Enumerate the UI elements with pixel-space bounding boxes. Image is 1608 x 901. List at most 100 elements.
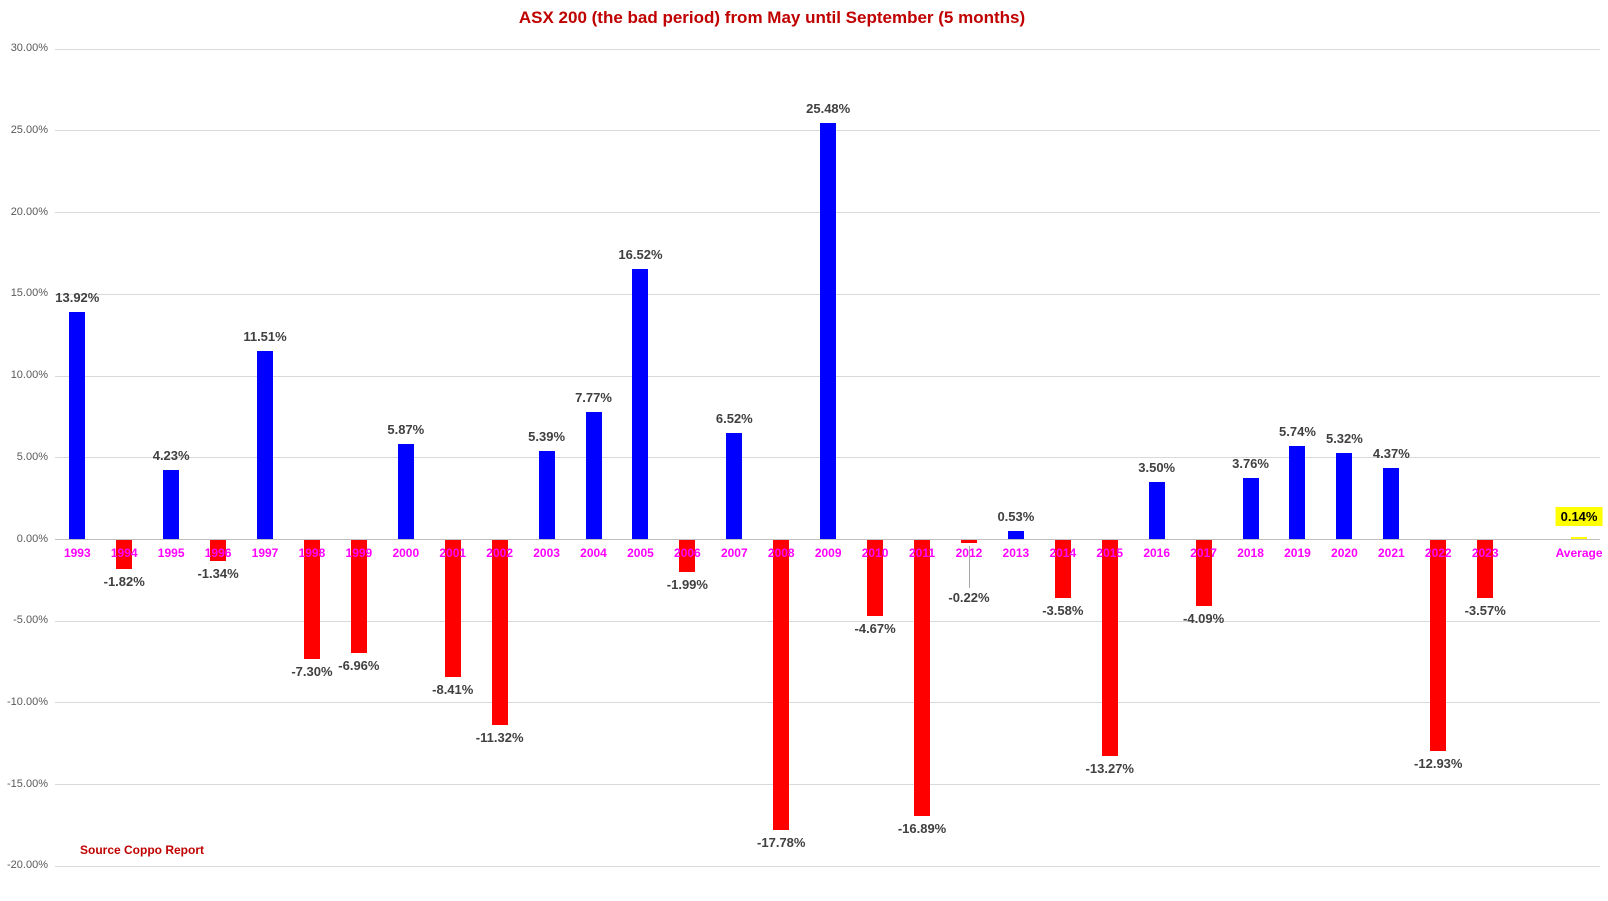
x-axis-label-2003: 2003 [533,545,560,560]
x-axis-label-2020: 2020 [1331,545,1358,560]
x-axis-label-2012: 2012 [955,545,983,560]
x-axis-label-1993: 1993 [63,545,91,560]
x-axis-label-2000: 2000 [392,545,420,560]
bar-2020 [1336,452,1353,540]
gridline [55,865,1600,867]
x-axis-label-1997: 1997 [251,545,279,560]
x-axis-label-2018: 2018 [1237,545,1264,560]
x-axis-label-2021: 2021 [1377,545,1405,560]
x-axis-label-2001: 2001 [439,545,467,560]
value-label-1999: -6.96% [338,658,380,674]
value-label-2008: -17.78% [757,835,806,851]
y-axis-tick-label: -5.00% [13,614,48,627]
value-label-2012: -0.22% [948,589,990,605]
y-axis-tick-label: -20.00% [7,859,48,872]
zero-gridline [55,539,1600,540]
value-label-1993: 13.92% [55,289,100,305]
x-axis-label-2014: 2014 [1049,545,1077,560]
value-label-2022: -12.93% [1414,755,1463,771]
bar-2009 [820,122,837,540]
bar-1993 [69,311,86,540]
bar-1994 [116,539,133,570]
value-label-2013: 0.53% [997,508,1035,524]
value-label-1994: -1.82% [103,574,145,590]
x-axis-label-2008: 2008 [767,545,795,560]
value-label-2009: 25.48% [806,100,851,116]
x-axis-label-1996: 1996 [204,545,232,560]
bar-1997 [257,351,274,540]
x-axis-label-2009: 2009 [814,545,842,560]
bar-2005 [632,269,649,540]
bar-1999 [350,539,367,654]
value-label-2003: 5.39% [528,429,566,445]
x-axis-label-2010: 2010 [861,545,889,560]
bar-1995 [163,470,180,540]
value-label-2004: 7.77% [575,390,612,406]
value-label-2016: 3.50% [1138,460,1176,476]
bar-2012 [960,539,977,544]
y-axis-tick-label: -10.00% [7,695,48,708]
bar-2008 [773,539,790,831]
y-axis-tick-label: 10.00% [10,369,48,382]
gridline [55,784,1600,786]
chart-title: ASX 200 (the bad period) from May until … [518,8,1026,27]
bar-2022 [1430,539,1447,751]
x-axis-label-2011: 2011 [909,545,936,560]
x-axis-label-2002: 2002 [486,545,514,560]
bar-2000 [397,443,414,540]
value-label-2005: 16.52% [618,247,663,263]
bar-2018 [1242,478,1259,540]
bar-2002 [491,539,508,725]
value-label-2001: -8.41% [432,681,474,697]
x-axis-label-2016: 2016 [1143,545,1171,560]
value-label-2015: -13.27% [1085,761,1134,777]
bar-2007 [726,432,743,540]
bar-average [1571,537,1588,540]
value-label-2006: -1.99% [666,577,708,593]
bar-2006 [679,539,696,573]
bar-1996 [210,539,227,562]
bar-2004 [585,412,602,540]
bar-2021 [1383,468,1400,540]
y-axis-tick-label: 5.00% [16,450,48,463]
x-axis-label-2013: 2013 [1002,545,1030,560]
x-axis-label-1998: 1998 [298,545,326,560]
value-label-2019: 5.74% [1279,423,1316,439]
y-axis-tick-label: 30.00% [10,42,48,55]
value-label-2018: 3.76% [1232,456,1269,472]
x-axis-label-2019: 2019 [1284,545,1311,560]
bar-2015 [1101,539,1118,757]
value-label-1997: 11.51% [243,329,287,345]
x-axis-label-1995: 1995 [157,545,185,560]
x-axis-label-2023: 2023 [1471,545,1499,560]
gridline [55,620,1600,622]
x-axis-label-1999: 1999 [345,545,373,560]
value-label-2021: 4.37% [1372,446,1410,462]
bar-2014 [1054,539,1071,599]
bar-2010 [867,539,884,616]
y-axis-tick-label: -15.00% [7,777,48,790]
bar-1998 [303,539,320,659]
y-axis-tick-label: 15.00% [10,287,48,300]
bar-2011 [914,539,931,816]
bar-2001 [444,539,461,677]
bar-2019 [1289,445,1306,540]
x-axis-label-2006: 2006 [674,545,701,560]
y-axis-tick-label: 0.00% [16,532,48,545]
x-axis-label-2004: 2004 [580,545,607,560]
gridline [55,702,1600,704]
x-axis-label-2007: 2007 [720,545,748,560]
value-label-average: 0.14% [1555,506,1603,526]
value-label-1998: -7.30% [291,663,333,679]
bar-2017 [1195,539,1212,607]
bar-2016 [1148,482,1165,540]
value-label-2000: 5.87% [387,421,425,437]
bar-2003 [538,451,555,540]
y-axis-tick-label: 25.00% [10,123,48,136]
value-label-2007: 6.52% [715,410,753,426]
value-label-2020: 5.32% [1325,430,1363,446]
x-axis-label-2017: 2017 [1190,545,1217,560]
gridline [55,48,1600,50]
value-label-2002: -11.32% [475,729,524,745]
